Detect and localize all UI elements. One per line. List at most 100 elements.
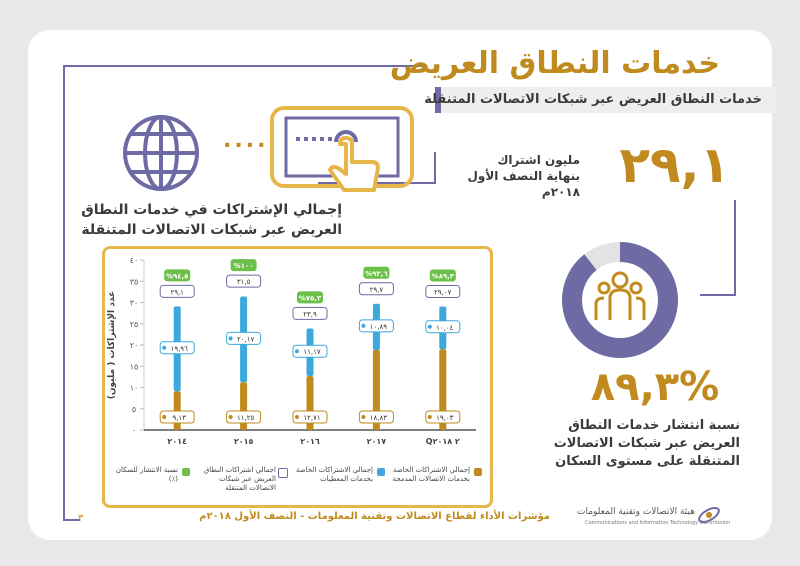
value-label-penetration: %٩٤,٥ [166,272,189,280]
penetration-caption: نسبة انتشار خدمات النطاق العريض عبر شبكا… [530,417,740,471]
label-box-penetration [429,269,456,282]
logo-english: Communications and Information Technolog… [585,520,731,526]
legend-swatch [474,468,482,476]
label-box-total [358,282,394,296]
page-title: خدمات النطاق العريض [389,46,720,81]
value-label-data: ١٩,٩٦ [171,345,189,353]
value-label-penetration: %١٠٠ [234,262,254,270]
dots-connector: .... [223,128,269,153]
label-box-penetration [230,259,257,272]
penetration-donut [562,242,678,358]
y-tick-label: ١٠ [130,384,139,393]
chart-section-title-line1: إجمالي الإشتراكات في خدمات النطاق [81,202,342,218]
label-box-total [226,274,262,288]
label-box-penetration [363,266,390,279]
value-label-data: ١١,١٧ [303,348,321,356]
value-label-data: ١٠,٠٤ [436,324,454,332]
value-label-total: ٢٩,٠٧ [434,288,452,296]
value-label-total: ٣١,٥ [237,278,251,286]
page-card [28,30,772,540]
label-dot-data [162,345,167,350]
chart-section-title: إجمالي الإشتراكات في خدمات النطاق العريض… [80,200,342,240]
x-tick-label: ٢٠١٤ [167,437,187,446]
penetration-value: %٨٩,٣ [590,364,720,410]
subtitle-bar [435,87,776,113]
label-box-total [425,284,461,298]
x-tick-label: ٢٠١٦ [300,437,320,446]
label-box-penetration [297,291,323,304]
connector-right [700,200,736,296]
label-box-total [159,284,195,298]
subscriptions-chart: عدد الإشتراكات ( مليون) ٠ ٥ ١٠ ١٥ ٢٠ ٢٥ ٣٠ ٣٥ ٤٠ ٩… [107,256,476,446]
subscriptions-caption-line2: بنهاية النصف الأول [467,169,580,183]
label-box-integrated [358,410,394,424]
legend-label: نسبة الانتشار للسكان (٪) [115,466,178,483]
page-subtitle: خدمات النطاق العريض عبر شبكات الاتصالات … [424,92,762,107]
tablet-touch-icon [270,106,414,192]
penetration-caption-line2: العريض عبر شبكات الاتصالات [553,436,740,451]
label-dot-data [295,349,299,354]
legend-swatch [182,468,190,476]
logo-arabic: هيئة الاتصالات وتقنية المعلومات [577,507,695,517]
value-label-data: ١٠,٨٩ [370,323,388,331]
label-dot-data [361,323,366,328]
label-box-data [292,344,328,358]
legend-swatch [377,468,385,476]
label-box-data [358,319,394,333]
value-label-integrated: ١٢,٧١ [303,414,320,422]
value-label-penetration: %٨٩,٣ [432,272,455,280]
penetration-caption-line1: نسبة انتشار خدمات النطاق [568,418,740,433]
value-label-integrated: ١٩,٠٣ [436,414,454,422]
y-tick-label: ٢٠ [130,341,139,350]
label-dot-integrated [228,415,233,419]
label-dot-integrated [427,415,432,419]
subscriptions-caption-line1: مليون اشتراك [497,153,580,167]
label-box-integrated [292,410,328,424]
x-tick-label: Q٢ ٢٠١٨ [426,437,460,446]
label-dot-integrated [295,415,299,419]
label-box-total [292,306,328,320]
legend-swatch [278,468,288,478]
y-axis-label: عدد الإشتراكات ( مليون) [107,291,117,400]
people-icon [594,271,646,320]
label-box-data [159,341,195,355]
bar-integrated [439,349,447,430]
value-label-penetration: %٩٣,٦ [365,270,388,278]
y-tick-label: ٠ [132,426,136,435]
donut-arc [562,242,678,358]
penetration-caption-line3: المتنقلة على مستوى السكان [555,454,740,469]
value-label-penetration: %٧٥,٣ [299,294,322,302]
chart-frame [102,246,493,508]
label-dot-data [427,324,432,329]
y-tick-label: ٣٥ [130,277,139,286]
subscriptions-caption-line3: ٢٠١٨م [541,185,580,199]
x-tick-label: ٢٠١٥ [234,437,254,446]
left-border-line [63,65,425,521]
value-label-total: ٢٩,١ [170,288,184,296]
x-tick-label: ٢٠١٧ [367,437,387,446]
legend-label: إجمالي الاشتراكات الخاصة بخدمات المعطيات [295,466,373,483]
value-label-data: ٢٠,١٧ [237,335,255,343]
value-label-integrated: ١٨,٨٣ [370,414,388,422]
y-tick-label: ٥ [132,405,136,414]
globe-icon [123,115,199,191]
value-label-total: ٢٣,٩ [303,310,317,318]
footer-text: مؤشرات الأداء لقطاع الاتصالات وتقنية الم… [199,511,550,522]
label-dot-data [228,336,233,341]
y-tick-label: ١٥ [130,362,139,371]
legend-label: إجمالي الاشتراكات الخاصة بخدمات الاتصالا… [392,466,470,483]
y-tick-label: ٣٠ [130,299,139,308]
label-box-integrated [226,410,262,424]
label-box-integrated [425,410,461,424]
value-label-integrated: ٩,١٣ [172,414,186,422]
legend-label: اجمالي اشتراكات النطاق العريض عبر شبكات … [203,466,276,492]
label-box-integrated [159,410,195,424]
citc-logo-icon [698,507,720,523]
bar-integrated [372,349,380,430]
y-tick-label: ٢٥ [130,320,139,329]
label-box-penetration [164,269,191,282]
page-number: ٣ [78,513,84,524]
label-dot-integrated [361,415,366,419]
value-label-integrated: ١١,٢٥ [237,414,255,422]
label-box-data [425,320,461,334]
